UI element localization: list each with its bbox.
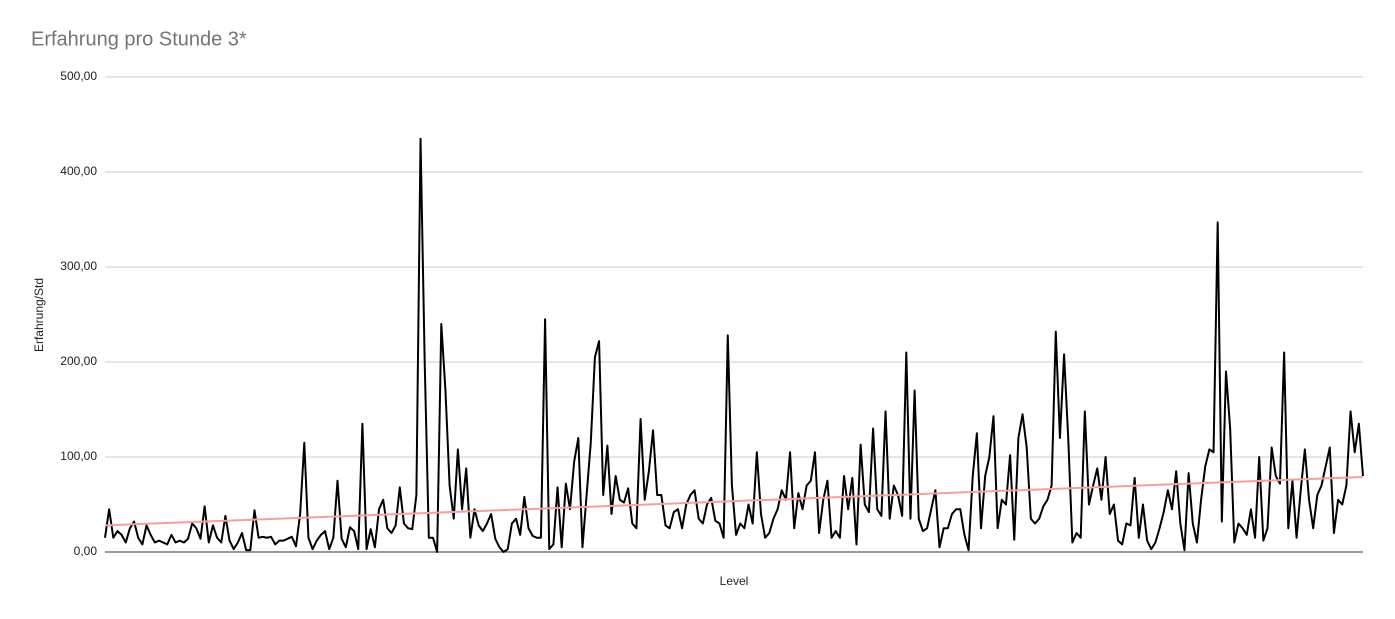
y-tick-label: 300,00 xyxy=(60,259,97,273)
chart-title: Erfahrung pro Stunde 3* xyxy=(31,28,247,50)
y-tick-label: 400,00 xyxy=(60,164,97,178)
trendline xyxy=(104,475,1364,527)
y-tick-label: 0,00 xyxy=(74,544,98,558)
y-tick-label: 200,00 xyxy=(60,354,97,368)
data-line xyxy=(104,137,1364,553)
x-axis-label: Level xyxy=(720,574,749,588)
y-axis-label: Erfahrung/Std xyxy=(32,278,46,352)
y-tick-label: 500,00 xyxy=(60,69,97,83)
y-tick-label: 100,00 xyxy=(60,449,97,463)
